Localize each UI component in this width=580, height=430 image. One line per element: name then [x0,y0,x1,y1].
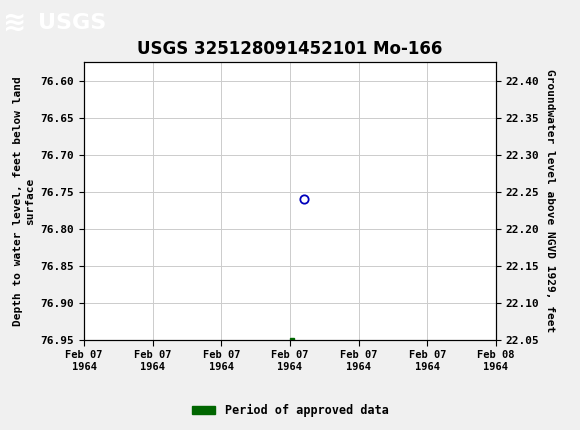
Text: USGS 325128091452101 Mo-166: USGS 325128091452101 Mo-166 [137,40,443,58]
Legend: Period of approved data: Period of approved data [187,399,393,422]
Text: USGS: USGS [38,12,106,33]
Y-axis label: Depth to water level, feet below land
surface: Depth to water level, feet below land su… [13,76,35,326]
Y-axis label: Groundwater level above NGVD 1929, feet: Groundwater level above NGVD 1929, feet [545,69,555,333]
Text: ≋: ≋ [3,9,26,37]
